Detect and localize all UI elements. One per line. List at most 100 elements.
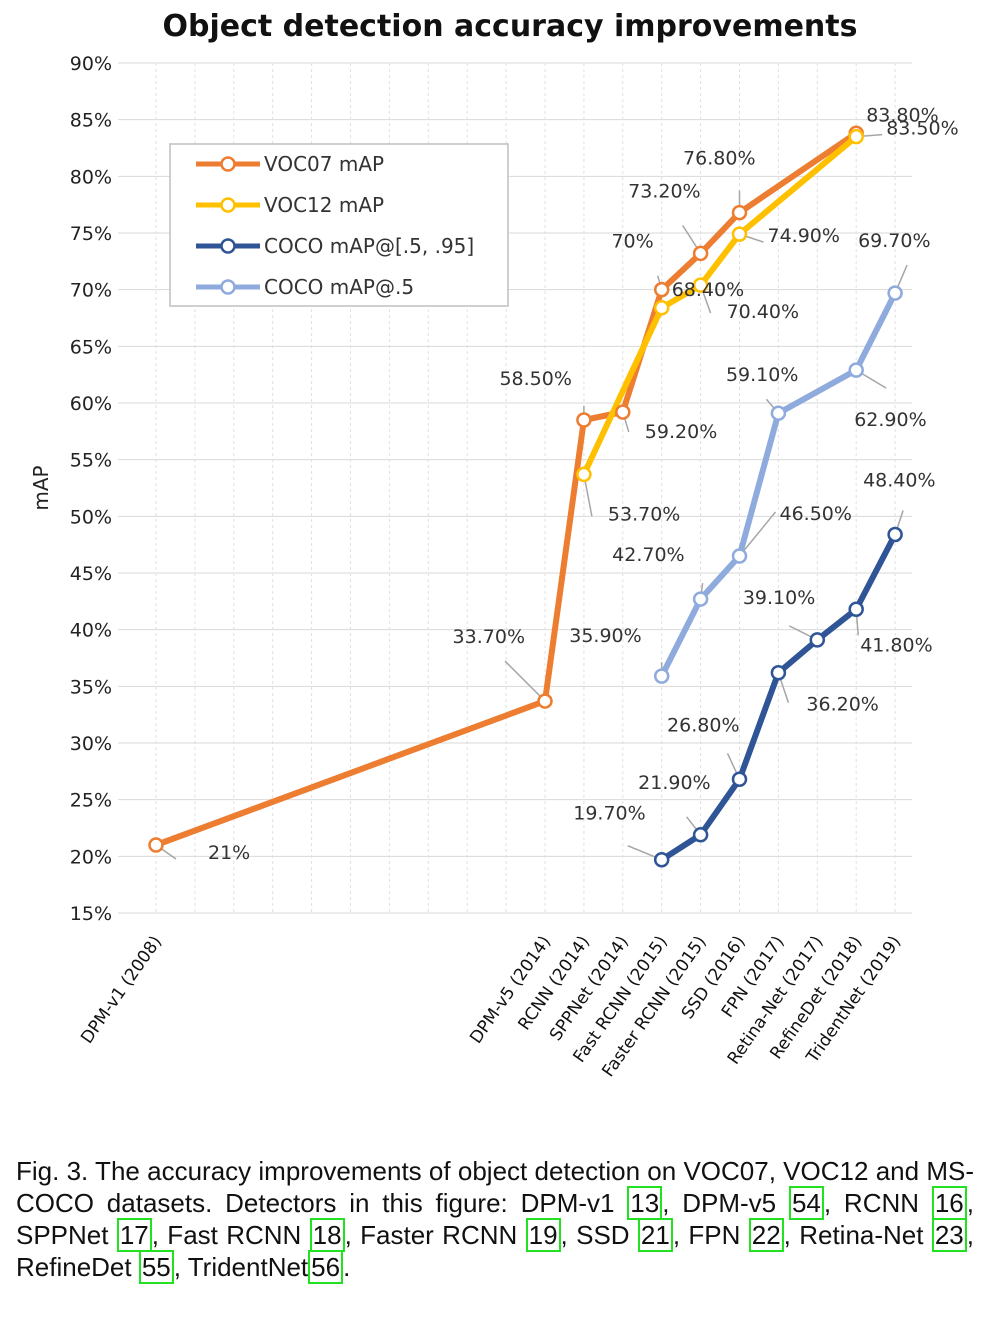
data-label: 26.80% [667,714,739,736]
data-labels: 21% 33.70% 58.50% 59.20% 70% 73.20% 76.80% 83.8… [208,104,959,864]
legend-label: VOC12 mAP [264,193,384,217]
caption-text: . [343,1252,351,1282]
data-point [148,837,164,853]
data-label: 35.90% [569,625,641,647]
citation-link[interactable]: 55 [138,1250,174,1284]
legend: VOC07 mAP VOC12 mAP COCO mAP@[.5, .95] COCO… [169,143,509,307]
data-point [887,285,903,301]
data-point [653,300,670,316]
label-leader [738,511,777,557]
data-label: 53.70% [608,503,680,525]
y-tick-label: 55% [70,450,112,472]
data-label: 68.40% [672,279,744,301]
data-point [537,693,553,709]
data-label: 83.50% [886,118,958,140]
y-tick-label: 15% [70,903,112,925]
data-point [848,128,864,145]
legend-label: COCO mAP@[.5, .95] [264,234,474,258]
y-tick-label: 85% [70,110,112,132]
data-label: 62.90% [854,409,926,431]
data-label: 39.10% [743,587,815,609]
legend-marker [220,279,236,295]
data-point [731,548,748,564]
y-tick-label: 30% [70,733,112,755]
citation-link[interactable]: 22 [748,1218,784,1252]
caption-text: , TridentNet [173,1252,309,1282]
data-label: 76.80% [683,148,755,170]
caption-text: , FPN [672,1220,749,1250]
series-line [659,291,898,678]
legend-marker [220,156,236,172]
data-point [576,412,592,428]
data-label: 59.10% [726,364,798,386]
data-point [692,245,709,262]
x-tick-label: DPM-v1 (2008) [77,932,166,1047]
data-point [653,851,670,868]
caption-text: , Fast RCNN [151,1220,310,1250]
caption-text: , Faster RCNN [344,1220,526,1250]
data-label: 73.20% [628,180,700,202]
data-point [615,404,631,420]
data-label: 21% [208,842,250,864]
legend-marker [220,197,236,213]
data-point [653,668,670,684]
caption-text: , SPPNet [16,1188,974,1250]
y-tick-label: 20% [70,846,112,868]
data-label: 46.50% [780,503,852,525]
data-point [692,827,709,843]
data-label: 33.70% [453,626,525,648]
caption-text: , RefineDet [16,1220,974,1282]
legend-label: COCO mAP@.5 [264,275,414,299]
data-label: 69.70% [858,230,930,252]
series-markers [148,125,903,868]
citation-link[interactable]: 17 [116,1218,152,1252]
data-point [848,601,864,618]
data-label: 58.50% [499,368,571,390]
y-axis-ticks: 15% 20% 25% 30% 35% 40% 45% 50% 55% 60% 65% 70% 75% 8… [70,53,112,925]
caption-text: , Retina-Net [783,1220,932,1250]
citation-link[interactable]: 19 [525,1218,561,1252]
caption-text: , DPM-v5 [662,1188,789,1218]
caption-text: Fig. 3. The accuracy improvements of obj… [16,1156,974,1218]
caption-text: , RCNN [823,1188,932,1218]
data-point [731,204,748,221]
data-point [692,277,709,293]
data-point [848,362,864,378]
citation-link[interactable]: 54 [788,1186,824,1220]
data-point [731,226,748,242]
series-line [581,134,859,476]
citation-link[interactable]: 16 [931,1186,967,1220]
data-label: 19.70% [573,803,645,825]
data-label: 59.20% [645,421,717,443]
y-tick-label: 80% [70,166,112,188]
data-point [576,466,592,483]
y-tick-label: 45% [70,563,112,585]
y-tick-label: 75% [70,223,112,245]
data-point [692,591,709,607]
citation-link[interactable]: 23 [931,1218,967,1252]
data-point [770,405,787,421]
y-tick-label: 50% [70,506,112,528]
y-tick-label: 60% [70,393,112,415]
data-label: 74.90% [768,225,840,247]
chart-title: Object detection accuracy improvements [163,9,858,44]
y-tick-label: 65% [70,336,112,358]
y-tick-label: 25% [70,790,112,812]
data-label: 48.40% [863,469,935,491]
data-label: 70.40% [727,301,799,323]
citation-link[interactable]: 18 [309,1218,345,1252]
citation-link[interactable]: 56 [308,1250,344,1284]
y-tick-label: 90% [70,53,112,75]
y-tick-label: 70% [70,280,112,302]
caption-text: , SSD [560,1220,638,1250]
legend-marker [220,238,236,254]
legend-label: VOC07 mAP [264,152,384,176]
citation-link[interactable]: 21 [637,1218,673,1252]
data-point [770,664,787,681]
x-axis-ticks: DPM-v1 (2008) DPM-v5 (2014)RCNN (2014)SPP… [77,932,905,1080]
data-point [731,771,748,788]
data-label: 42.70% [612,544,684,566]
citation-link[interactable]: 13 [627,1186,663,1220]
data-point [653,281,670,298]
data-label: 36.20% [806,694,878,716]
